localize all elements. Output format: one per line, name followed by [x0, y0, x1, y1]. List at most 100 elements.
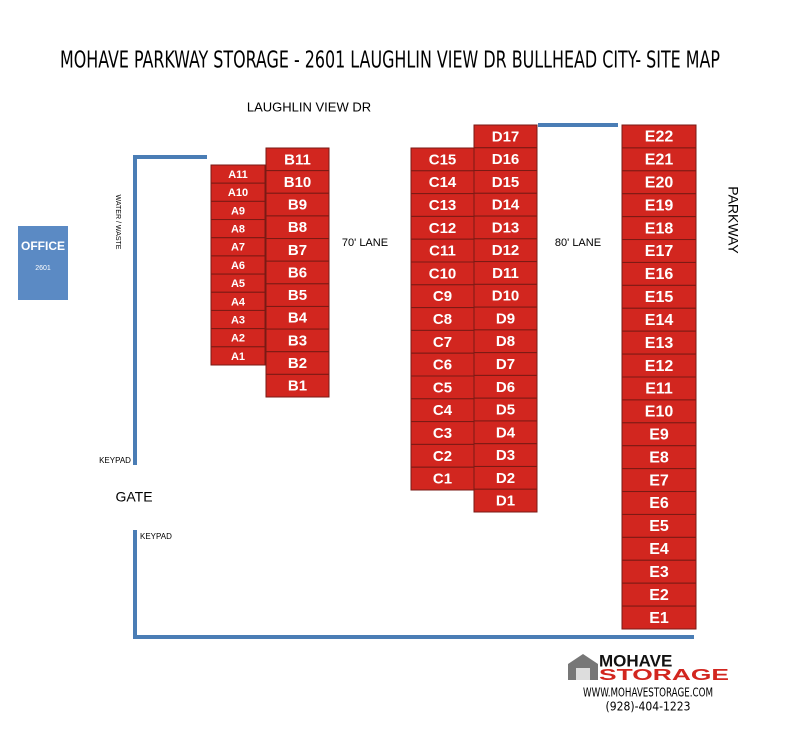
storage-unit [473, 488, 538, 513]
unit-label: D12 [492, 242, 520, 259]
unit-label: C9 [433, 288, 452, 305]
unit-label: B11 [284, 151, 311, 168]
storage-unit [621, 605, 697, 630]
unit-label: E1 [649, 610, 669, 627]
unit-label: B9 [288, 197, 307, 214]
unit-label: C10 [429, 265, 457, 282]
storage-unit [210, 346, 266, 366]
unit-label: E2 [649, 587, 669, 604]
unit-label: C1 [433, 471, 452, 488]
unit-label: E5 [649, 518, 669, 535]
parkway-label: PARKWAY [725, 186, 741, 254]
logo: MOHAVE STORAGE [568, 651, 730, 684]
unit-label: B5 [288, 287, 307, 304]
unit-label: C3 [433, 425, 452, 442]
lane-label: 70' LANE [342, 237, 388, 249]
unit-label: D4 [496, 424, 516, 441]
unit-label: C11 [429, 243, 456, 260]
unit-label: D3 [496, 447, 515, 464]
unit-label: E11 [645, 381, 673, 398]
unit-label: D5 [496, 402, 515, 419]
unit-label: E17 [645, 243, 674, 260]
logo-icon [576, 668, 590, 680]
road-label: LAUGHLIN VIEW DR [247, 99, 371, 114]
unit-label: A6 [231, 260, 245, 272]
unit-label: D15 [492, 174, 520, 191]
unit-label: A1 [231, 351, 245, 363]
unit-label: A8 [231, 224, 245, 236]
unit-label: A11 [228, 169, 248, 181]
lane-label: 80' LANE [555, 237, 601, 249]
unit-label: C14 [429, 174, 457, 191]
unit-label: A3 [231, 314, 245, 326]
unit-label: B1 [288, 378, 307, 395]
unit-label: D9 [496, 310, 515, 327]
water-label: WATER / WASTE [114, 195, 121, 250]
phone: (928)-404-1223 [606, 700, 691, 714]
unit-label: B8 [288, 219, 307, 236]
storage-unit [265, 373, 330, 398]
unit-label: C4 [433, 402, 453, 419]
unit-label: E18 [645, 220, 674, 237]
unit-label: E3 [649, 564, 669, 581]
logo-line2: STORAGE [599, 667, 730, 684]
logo-line1: MOHAVE [599, 651, 672, 670]
unit-label: D6 [496, 379, 515, 396]
unit-label: C7 [433, 334, 452, 351]
website: WWW.MOHAVESTORAGE.COM [583, 686, 713, 700]
unit-label: C15 [429, 151, 457, 168]
unit-label: E6 [649, 495, 669, 512]
gate-label: GATE [115, 489, 152, 505]
unit-label: D17 [492, 128, 520, 145]
unit-label: E19 [645, 197, 674, 214]
unit-label: A5 [231, 278, 245, 290]
unit-label: E14 [645, 312, 674, 329]
unit-label: B3 [288, 332, 307, 349]
unit-label: D2 [496, 470, 515, 487]
unit-label: C5 [433, 379, 452, 396]
office-number: 2601 [35, 265, 51, 272]
unit-label: D7 [496, 356, 515, 373]
unit-label: C2 [433, 448, 452, 465]
unit-label: E8 [649, 449, 669, 466]
office-building [18, 226, 68, 300]
unit-label: C12 [429, 220, 457, 237]
unit-label: D10 [492, 288, 520, 305]
unit-label: E9 [649, 426, 669, 443]
fence [133, 530, 694, 639]
unit-label: B6 [288, 264, 307, 281]
unit-label: E4 [649, 541, 669, 558]
unit-label: C8 [433, 311, 452, 328]
unit-label: B7 [288, 242, 307, 259]
unit-label: A4 [231, 296, 246, 308]
unit-label: D13 [492, 219, 520, 236]
unit-label: D16 [492, 151, 520, 168]
unit-label: E21 [645, 152, 674, 169]
unit-label: E12 [645, 358, 674, 375]
office-label: OFFICE [21, 239, 65, 253]
title: MOHAVE PARKWAY STORAGE - 2601 LAUGHLIN V… [60, 48, 720, 74]
fence [133, 155, 207, 465]
unit-label: A7 [231, 242, 245, 254]
unit-label: C13 [429, 197, 457, 214]
unit-label: E15 [645, 289, 674, 306]
keypad-label: KEYPAD [99, 456, 131, 465]
unit-label: E10 [645, 404, 674, 421]
unit-label: E13 [645, 335, 674, 352]
unit-label: E22 [645, 129, 674, 146]
unit-label: E16 [645, 266, 674, 283]
units: A11 A10 A9 A8 A7 A6 A5 A4 A3 A2 A1 B11 B10 B9 B8 B7 B6 B5… [210, 124, 697, 630]
unit-label: D14 [492, 197, 520, 214]
logo-icon [568, 654, 598, 680]
unit-label: E20 [645, 174, 674, 191]
unit-label: A9 [231, 205, 245, 217]
unit-label: E7 [649, 472, 669, 489]
unit-label: C6 [433, 357, 452, 374]
unit-label: B4 [288, 310, 308, 327]
keypad-label: KEYPAD [140, 532, 172, 541]
unit-label: D8 [496, 333, 515, 350]
unit-label: B10 [284, 174, 312, 191]
unit-label: D11 [492, 265, 519, 282]
unit-label: D1 [496, 493, 515, 510]
